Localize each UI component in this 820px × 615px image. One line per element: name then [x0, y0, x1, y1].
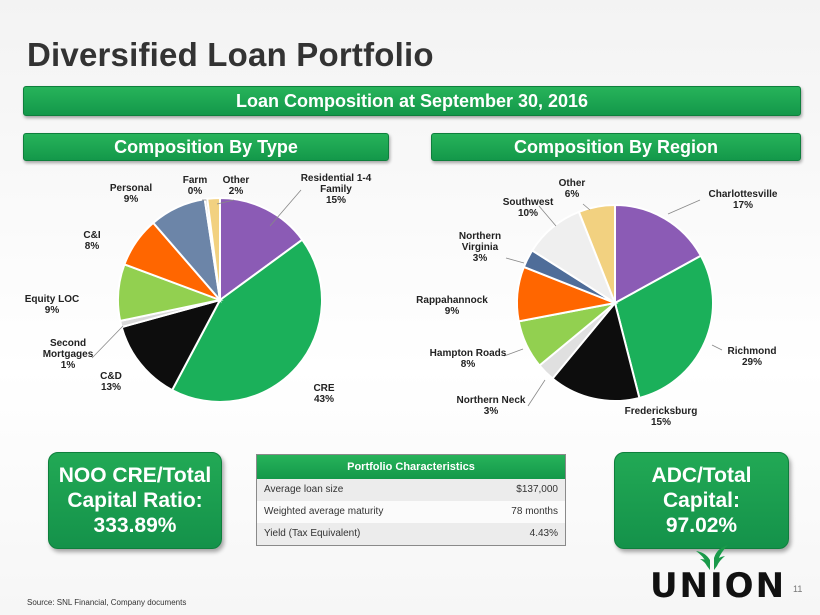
page-title: Diversified Loan Portfolio	[27, 36, 434, 73]
banner-loan-composition: Loan Composition at September 30, 2016	[23, 86, 801, 116]
region-slice-label: Hampton Roads 8%	[430, 348, 507, 370]
type-slice-label: Residential 1-4 Family 15%	[301, 173, 372, 206]
banner-composition-by-region: Composition By Region	[431, 133, 801, 161]
region-pie-slice	[577, 203, 616, 304]
region-slice-label: Other 6%	[559, 178, 586, 200]
table-row-value: 4.43%	[529, 528, 558, 539]
type-slice-label: Second Mortgages 1%	[43, 338, 94, 371]
region-slice-label: Northern Neck 3%	[457, 395, 526, 417]
type-slice-label: Equity LOC 9%	[25, 294, 79, 316]
pie-chart-by-type: Residential 1-4 Family 15% CRE 43% C&D 13% Seco…	[25, 173, 372, 405]
type-slice-label: Personal 9%	[110, 183, 152, 205]
region-leader-line	[527, 379, 546, 407]
noo-cre-capital-ratio-box: NOO CRE/Total Capital Ratio: 333.89%	[48, 452, 222, 549]
type-pie-slice	[120, 298, 222, 392]
region-leader-line	[505, 257, 525, 264]
table-row: Yield (Tax Equivalent) 4.43%	[257, 523, 565, 545]
type-slice-label: Farm 0%	[183, 175, 208, 197]
table-row: Average loan size $137,000	[257, 479, 565, 501]
region-slice-label: Richmond 29%	[728, 346, 777, 368]
region-leader-line	[503, 348, 524, 357]
page-number: 11	[793, 584, 803, 594]
type-slice-label: C&I 8%	[83, 230, 100, 252]
type-pie-slice	[170, 238, 323, 403]
type-pie-slice	[206, 196, 221, 301]
banner-composition-by-type: Composition By Type	[23, 133, 389, 161]
region-pie-slice	[551, 300, 641, 402]
table-row-label: Yield (Tax Equivalent)	[264, 528, 361, 539]
region-pie-slice	[613, 254, 714, 400]
source-note: Source: SNL Financial, Company documents	[27, 598, 187, 607]
region-leader-line	[711, 344, 723, 351]
adc-total-capital-box: ADC/Total Capital: 97.02%	[614, 452, 789, 549]
type-slice-label: CRE 43%	[313, 383, 334, 405]
table-row-value: $137,000	[516, 484, 558, 495]
pie-chart-by-region: Charlottesville 17% Richmond 29% Fredericksb…	[416, 178, 778, 428]
sprout-icon	[696, 545, 728, 570]
type-slice-label: Other 2%	[223, 175, 250, 197]
type-pie-slice	[219, 196, 304, 302]
type-leader-line	[269, 189, 302, 227]
table-row-label: Weighted average maturity	[264, 506, 384, 517]
kpi-noo-line-2: Capital Ratio:	[67, 489, 203, 512]
region-leader-line	[582, 203, 591, 211]
type-leader-line	[91, 325, 124, 359]
region-pie-slice	[614, 203, 703, 305]
kpi-noo-line-1: NOO CRE/Total	[58, 464, 212, 487]
region-slice-label: Southwest 10%	[503, 197, 554, 219]
kpi-noo-line-3: 333.89%	[93, 514, 177, 537]
table-header: Portfolio Characteristics	[257, 455, 565, 479]
logo-wordmark: UNION	[649, 566, 787, 606]
region-slice-label: Fredericksburg 15%	[625, 406, 698, 428]
region-slice-label: Northern Virginia 3%	[459, 231, 501, 264]
type-leader-line	[216, 199, 235, 205]
portfolio-characteristics-table: Portfolio Characteristics Average loan s…	[256, 454, 566, 546]
region-leader-line	[667, 199, 701, 215]
table-row-value: 78 months	[511, 506, 558, 517]
type-slice-label: C&D 13%	[100, 371, 122, 393]
region-slice-label: Rappahannock 9%	[416, 295, 488, 317]
region-slice-label: Charlottesville 17%	[709, 189, 778, 211]
kpi-adc-line-2: Capital:	[662, 489, 740, 512]
table-row-label: Average loan size	[264, 484, 344, 495]
region-leader-line	[538, 205, 557, 227]
kpi-adc-line-3: 97.02%	[665, 514, 738, 537]
table-row: Weighted average maturity 78 months	[257, 501, 565, 523]
kpi-adc-line-1: ADC/Total	[651, 464, 752, 487]
union-logo: UNION	[648, 542, 788, 604]
